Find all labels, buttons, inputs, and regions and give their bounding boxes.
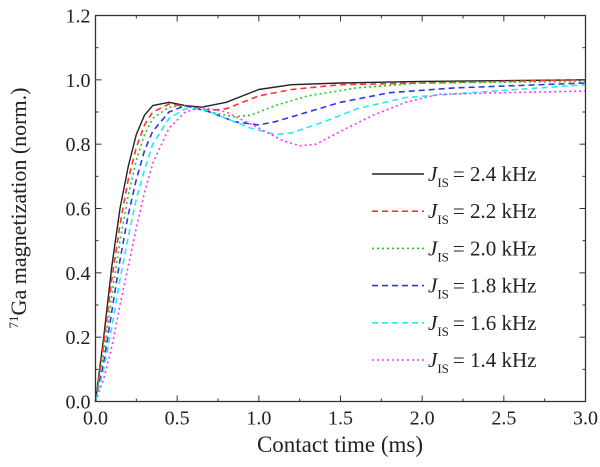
legend-label-0: JIS = 2.4 kHz xyxy=(428,162,536,190)
legend-label-3: JIS = 1.8 kHz xyxy=(428,274,536,302)
x-axis-label: Contact time (ms) xyxy=(257,432,423,457)
x-tick-label: 1.0 xyxy=(246,408,271,430)
x-tick-label: 0.0 xyxy=(83,408,108,430)
x-tick-label: 0.5 xyxy=(165,408,190,430)
y-axis-label: 71Ga magnetization (norm.) xyxy=(6,88,31,329)
series-line-2 xyxy=(94,80,586,402)
axis-ticks: 0.0 0.5 1.0 1.5 2.0 2.5 3.0 0.0 0.2 0.4 0.6 0.8 1.0 1… xyxy=(66,6,599,430)
series-line-3 xyxy=(94,82,586,402)
x-tick-label: 1.5 xyxy=(328,408,353,430)
y-tick-label: 1.0 xyxy=(66,70,91,92)
y-axis-label-main: Ga magnetization (norm.) xyxy=(6,88,31,316)
y-tick-label: 0.8 xyxy=(66,134,91,156)
x-tick-label: 2.5 xyxy=(491,408,516,430)
y-tick-label: 0.4 xyxy=(66,263,91,285)
y-tick-label: 0.2 xyxy=(66,327,91,349)
legend-label-1: JIS = 2.2 kHz xyxy=(428,199,536,227)
curves xyxy=(94,79,586,402)
x-tick-label: 3.0 xyxy=(573,408,598,430)
legend: JIS = 2.4 kHz JIS = 2.2 kHz JIS = 2.0 kHz JIS =… xyxy=(372,162,536,376)
series-line-5 xyxy=(94,90,586,402)
legend-label-5: JIS = 1.4 kHz xyxy=(428,348,536,376)
y-tick-label: 0.0 xyxy=(66,392,91,414)
y-tick-label: 0.6 xyxy=(66,199,91,221)
y-tick-label: 1.2 xyxy=(66,6,91,28)
y-axis-label-superscript: 71 xyxy=(6,315,21,328)
legend-label-4: JIS = 1.6 kHz xyxy=(428,311,536,339)
legend-label-2: JIS = 2.0 kHz xyxy=(428,236,536,264)
x-tick-label: 2.0 xyxy=(410,408,435,430)
series-line-0 xyxy=(94,79,586,402)
